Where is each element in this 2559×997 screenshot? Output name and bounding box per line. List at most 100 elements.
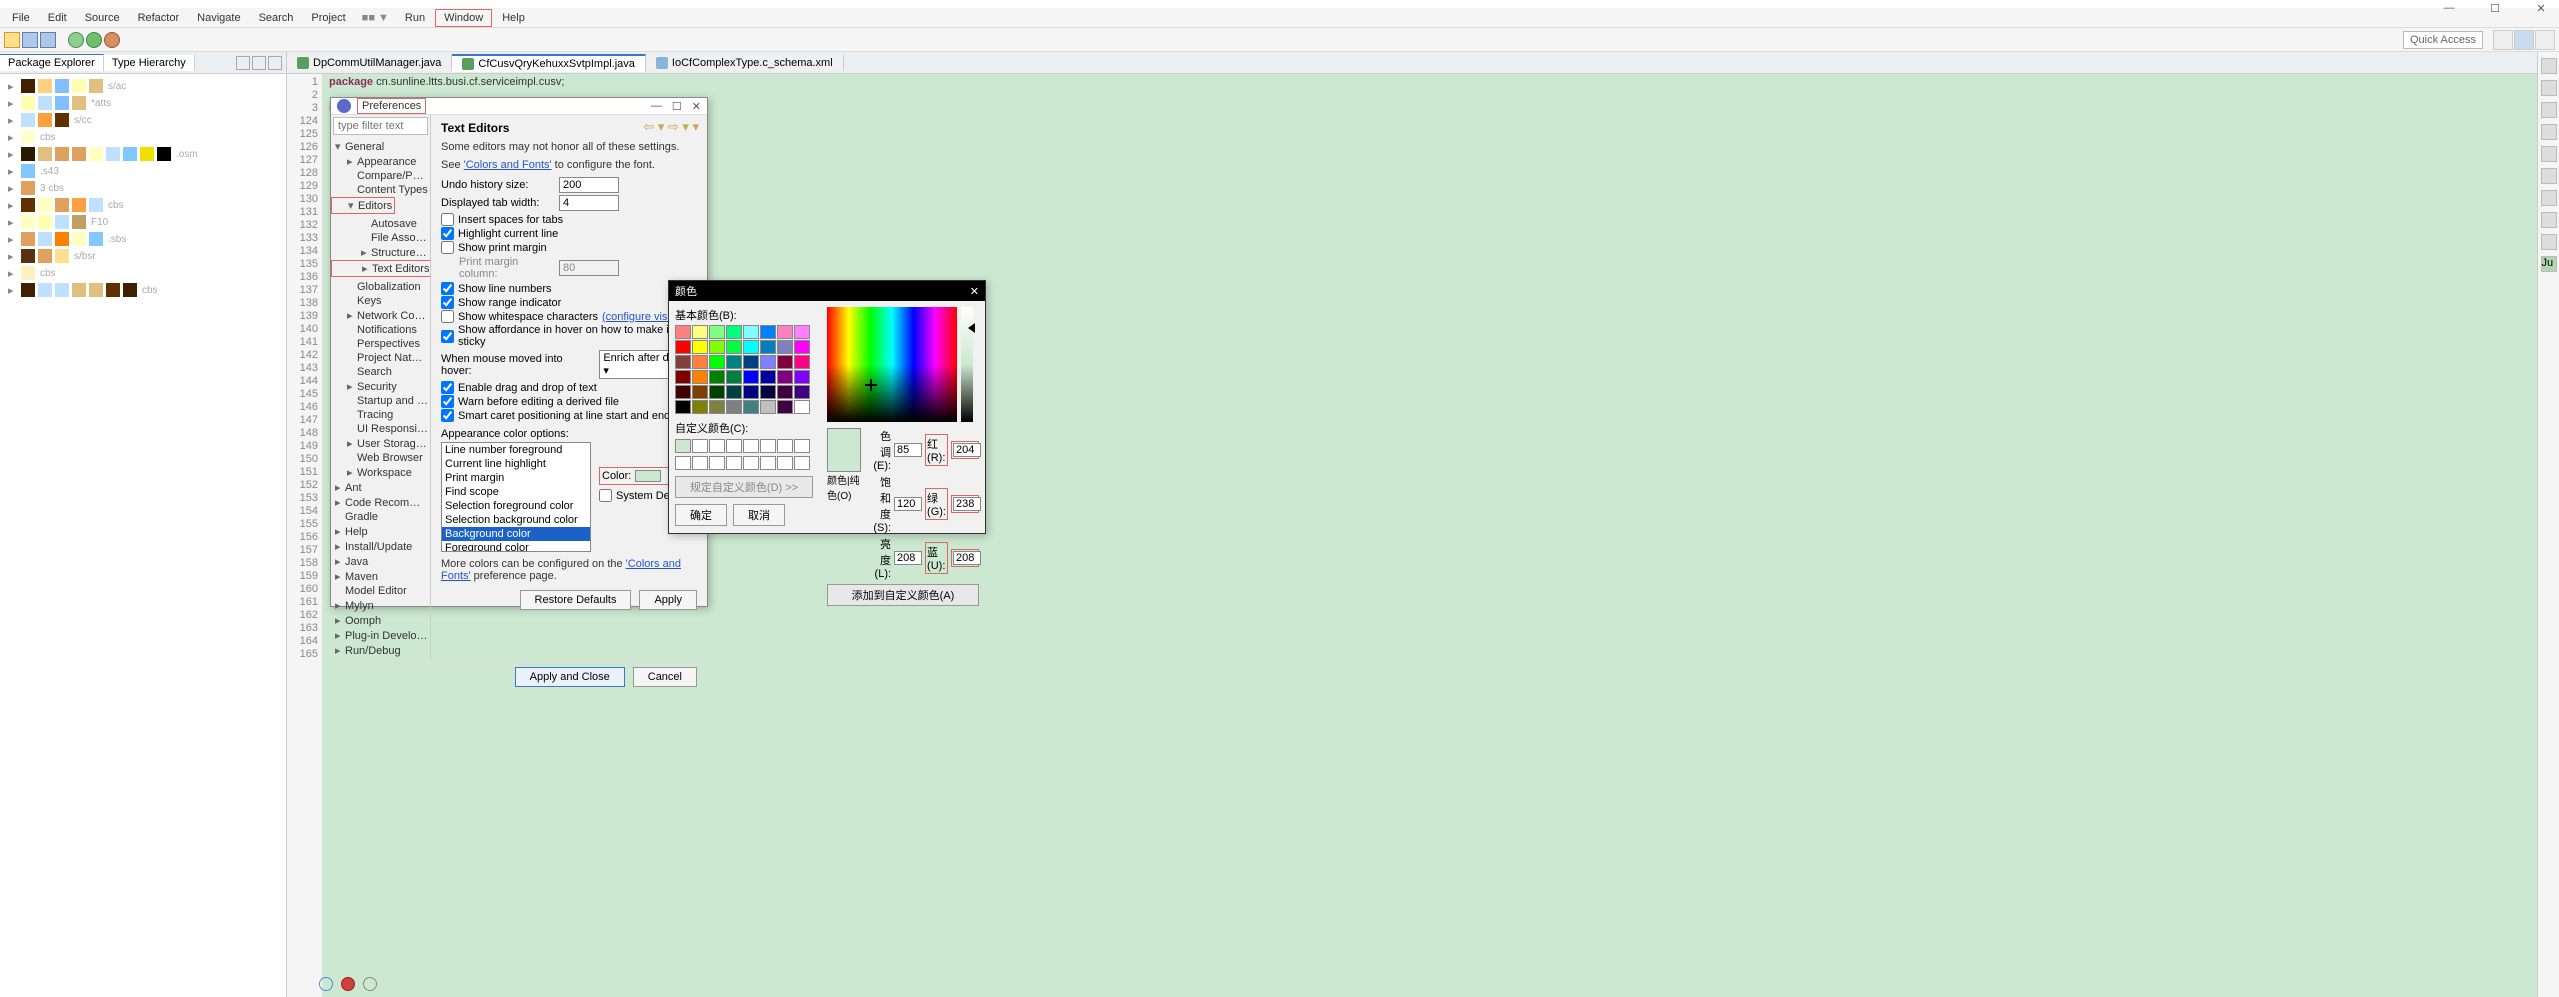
explorer-item[interactable] — [38, 198, 52, 212]
explorer-item[interactable] — [21, 232, 35, 246]
basic-color-swatch[interactable] — [675, 370, 691, 384]
basic-color-swatch[interactable] — [709, 385, 725, 399]
prefs-tree-node[interactable]: ▸Install/Update — [331, 539, 430, 554]
sat-input[interactable] — [894, 497, 922, 511]
explorer-item[interactable] — [21, 215, 35, 229]
prefs-tree-node[interactable]: Compare/Patch — [331, 169, 430, 183]
red-input[interactable] — [953, 443, 981, 457]
custom-color-swatch[interactable] — [794, 439, 810, 453]
custom-color-swatch[interactable] — [743, 456, 759, 470]
prefs-tree-node[interactable]: Globalization — [331, 280, 430, 294]
console-icon[interactable] — [2541, 146, 2557, 162]
system-default-checkbox[interactable] — [599, 489, 612, 502]
basic-color-swatch[interactable] — [743, 340, 759, 354]
progress-icon[interactable] — [2541, 190, 2557, 206]
custom-color-swatch[interactable] — [726, 456, 742, 470]
color-option[interactable]: Foreground color — [442, 541, 590, 552]
explorer-item[interactable] — [21, 130, 35, 144]
bookmark-icon[interactable] — [2541, 234, 2557, 250]
basic-color-swatch[interactable] — [777, 400, 793, 414]
explorer-item[interactable] — [21, 266, 35, 280]
basic-color-swatch[interactable] — [726, 385, 742, 399]
hue-input[interactable] — [894, 443, 922, 457]
basic-color-swatch[interactable] — [692, 400, 708, 414]
custom-color-swatch[interactable] — [760, 456, 776, 470]
custom-color-swatch[interactable] — [777, 439, 793, 453]
basic-color-swatch[interactable] — [709, 325, 725, 339]
prefs-tree-node[interactable]: Startup and Shutd… — [331, 394, 430, 408]
basic-color-swatch[interactable] — [692, 370, 708, 384]
prefs-checkbox[interactable] — [441, 227, 454, 240]
editor-tab[interactable]: IoCfComplexType.c_schema.xml — [646, 55, 844, 71]
terminal-icon[interactable] — [2541, 168, 2557, 184]
color-option[interactable]: Print margin — [442, 471, 590, 485]
explorer-item[interactable] — [72, 198, 86, 212]
lum-input[interactable] — [894, 551, 922, 565]
basic-color-swatch[interactable] — [692, 385, 708, 399]
restore-defaults-button[interactable]: Restore Defaults — [520, 590, 632, 610]
basic-color-swatch[interactable] — [760, 340, 776, 354]
dialog-maximize-button[interactable]: ☐ — [672, 100, 682, 113]
debug-perspective-button[interactable] — [2535, 30, 2555, 50]
undo-history-input[interactable] — [559, 177, 619, 193]
explorer-item[interactable] — [89, 198, 103, 212]
prefs-tree-node[interactable]: ▾Editors — [331, 197, 395, 214]
explorer-item[interactable] — [21, 181, 35, 195]
explorer-item[interactable] — [38, 215, 52, 229]
prefs-tree-node[interactable]: ▸Code Recommenders — [331, 495, 430, 510]
custom-color-swatch[interactable] — [675, 439, 691, 453]
custom-color-swatch[interactable] — [709, 456, 725, 470]
explorer-item[interactable] — [55, 79, 69, 93]
explorer-item[interactable] — [55, 215, 69, 229]
basic-color-swatch[interactable] — [777, 385, 793, 399]
prefs-tree-node[interactable]: ▸Appearance — [331, 154, 430, 169]
explorer-item[interactable] — [38, 79, 52, 93]
close-button[interactable]: ✕ — [2527, 2, 2555, 15]
quick-access-field[interactable]: Quick Access — [2403, 31, 2483, 49]
apply-and-close-button[interactable]: Apply and Close — [515, 667, 625, 687]
explorer-item[interactable] — [89, 147, 103, 161]
explorer-item[interactable] — [72, 79, 86, 93]
colors-fonts-link[interactable]: 'Colors and Fonts' — [464, 159, 552, 171]
prefs-tree-node[interactable]: ▸Maven — [331, 569, 430, 584]
explorer-item[interactable] — [21, 249, 35, 263]
minimize-button[interactable]: — — [2435, 2, 2463, 15]
basic-color-swatch[interactable] — [709, 355, 725, 369]
basic-color-swatch[interactable] — [760, 385, 776, 399]
basic-color-swatch[interactable] — [777, 340, 793, 354]
explorer-item[interactable] — [21, 198, 35, 212]
prefs-checkbox[interactable] — [441, 213, 454, 226]
basic-color-swatch[interactable] — [726, 340, 742, 354]
explorer-item[interactable] — [55, 283, 69, 297]
prefs-tree-node[interactable]: ▸Security — [331, 379, 430, 394]
prefs-tree-node[interactable]: ▸Structured Text — [331, 245, 430, 260]
prefs-tree-node[interactable]: Perspectives — [331, 337, 430, 351]
git-icon[interactable] — [2541, 212, 2557, 228]
prefs-checkbox[interactable] — [441, 282, 454, 295]
explorer-item[interactable] — [106, 283, 120, 297]
basic-color-swatch[interactable] — [794, 385, 810, 399]
color-dialog-close-button[interactable]: ✕ — [970, 285, 979, 298]
prefs-tree-node[interactable]: Search — [331, 365, 430, 379]
basic-color-swatch[interactable] — [709, 340, 725, 354]
basic-color-swatch[interactable] — [692, 355, 708, 369]
basic-color-swatch[interactable] — [675, 385, 691, 399]
prefs-tree-node[interactable]: Gradle — [331, 510, 430, 524]
custom-color-swatch[interactable] — [692, 439, 708, 453]
prefs-tree-node[interactable]: Tracing — [331, 408, 430, 422]
basic-color-swatch[interactable] — [794, 340, 810, 354]
custom-color-swatch[interactable] — [794, 456, 810, 470]
explorer-item[interactable] — [72, 96, 86, 110]
explorer-item[interactable] — [38, 96, 52, 110]
prefs-tree-node[interactable]: ▾General — [331, 139, 430, 154]
appearance-color-list[interactable]: Line number foregroundCurrent line highl… — [441, 442, 591, 552]
basic-color-swatch[interactable] — [743, 355, 759, 369]
color-option[interactable]: Find scope — [442, 485, 590, 499]
prefs-tree-node[interactable]: ▸Help — [331, 524, 430, 539]
basic-color-swatch[interactable] — [760, 355, 776, 369]
dialog-close-button[interactable]: ✕ — [692, 100, 701, 113]
menu-file[interactable]: File — [4, 10, 38, 26]
save-icon[interactable] — [22, 32, 38, 48]
prefs-tree-node[interactable]: Notifications — [331, 323, 430, 337]
outline-icon[interactable] — [2541, 58, 2557, 74]
